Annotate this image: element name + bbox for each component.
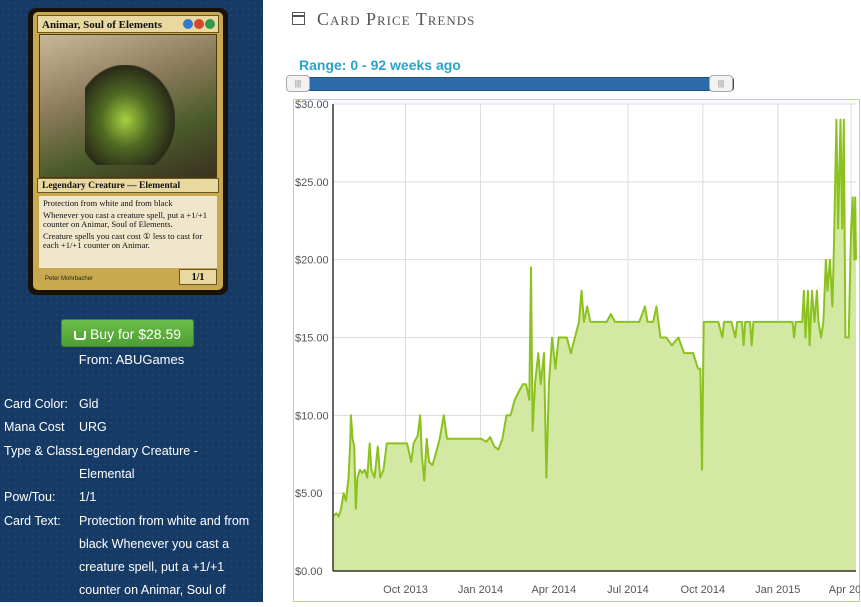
attr-label-powtou: Pow/Tou: xyxy=(4,490,56,504)
card-type-line: Legendary Creature — Elemental xyxy=(37,178,219,193)
x-tick-label: Apr 2015 xyxy=(829,584,860,596)
x-tick-label: Oct 2014 xyxy=(681,584,726,596)
attr-value-color: Gld xyxy=(79,397,99,411)
price-line xyxy=(332,118,857,518)
range-slider-start-handle[interactable]: ||| xyxy=(286,75,310,92)
y-tick-label: $30.00 xyxy=(295,99,329,111)
card-sidebar: Animar, Soul of Elements Legendary Creat… xyxy=(0,0,263,602)
card-name: Animar, Soul of Elements xyxy=(37,15,219,33)
mana-cost-symbols xyxy=(183,19,215,29)
card-art xyxy=(39,34,217,178)
range-label: Range: 0 - 92 weeks ago xyxy=(299,57,461,73)
x-tick-label: Jan 2015 xyxy=(755,584,800,596)
y-tick-label: $25.00 xyxy=(295,177,329,189)
card-rules-line-3: Creature spells you cast cost ① less to … xyxy=(43,230,203,251)
card-frame: Animar, Soul of Elements Legendary Creat… xyxy=(33,12,223,290)
cart-icon xyxy=(73,331,86,340)
buy-button[interactable]: Buy for $28.59 xyxy=(61,319,194,347)
x-tick-label: Oct 2013 xyxy=(383,584,428,596)
card-power-toughness: 1/1 xyxy=(179,269,217,285)
attr-label-color: Card Color: xyxy=(4,397,68,411)
blue-mana-icon xyxy=(183,19,193,29)
attr-label-mana: Mana Cost xyxy=(4,420,65,434)
range-slider-track[interactable] xyxy=(287,77,734,91)
card-image[interactable]: Animar, Soul of Elements Legendary Creat… xyxy=(28,8,228,295)
y-tick-label: $5.00 xyxy=(295,488,323,500)
seller-label: From: ABUGames xyxy=(78,352,185,367)
attr-value-mana: URG xyxy=(79,420,107,434)
price-chart: $0.00 $5.00 $10.00 $15.00 $20.00 $25.00 $30.00… xyxy=(293,99,861,602)
x-tick-label: Jul 2014 xyxy=(607,584,649,596)
y-tick-label: $0.00 xyxy=(295,566,323,578)
buy-button-label: Buy for $28.59 xyxy=(89,326,182,342)
y-tick-label: $15.00 xyxy=(295,333,329,345)
card-artist: Peter Mohrbacher xyxy=(45,276,94,282)
y-tick-label: $20.00 xyxy=(295,255,329,267)
card-rules-text: Protection from white and from black Whe… xyxy=(39,196,217,268)
attr-label-type: Type & Class: xyxy=(4,444,82,458)
range-slider-end-handle[interactable]: ||| xyxy=(709,75,733,92)
calendar-icon xyxy=(292,12,305,25)
attr-value-type: Legendary Creature - Elemental xyxy=(79,444,198,481)
price-chart-svg: $0.00 $5.00 $10.00 $15.00 $20.00 $25.00 $30.00… xyxy=(293,99,861,602)
card-rules-line-1: Protection from white and from black xyxy=(43,198,173,208)
green-mana-icon xyxy=(205,19,215,29)
x-tick-label: Jan 2014 xyxy=(458,584,503,596)
attr-label-text: Card Text: xyxy=(4,514,61,528)
section-title: Card Price Trends xyxy=(317,9,476,29)
x-tick-label: Apr 2014 xyxy=(531,584,576,596)
red-mana-icon xyxy=(194,19,204,29)
card-name-text: Animar, Soul of Elements xyxy=(42,19,162,31)
y-tick-label: $10.00 xyxy=(295,410,329,422)
creature-art-icon xyxy=(85,65,175,165)
price-area xyxy=(333,119,856,571)
attr-value-text: Protection from white and from black Whe… xyxy=(79,514,250,597)
attr-value-powtou: 1/1 xyxy=(79,490,97,504)
card-rules-line-2: Whenever you cast a creature spell, put … xyxy=(43,209,208,230)
